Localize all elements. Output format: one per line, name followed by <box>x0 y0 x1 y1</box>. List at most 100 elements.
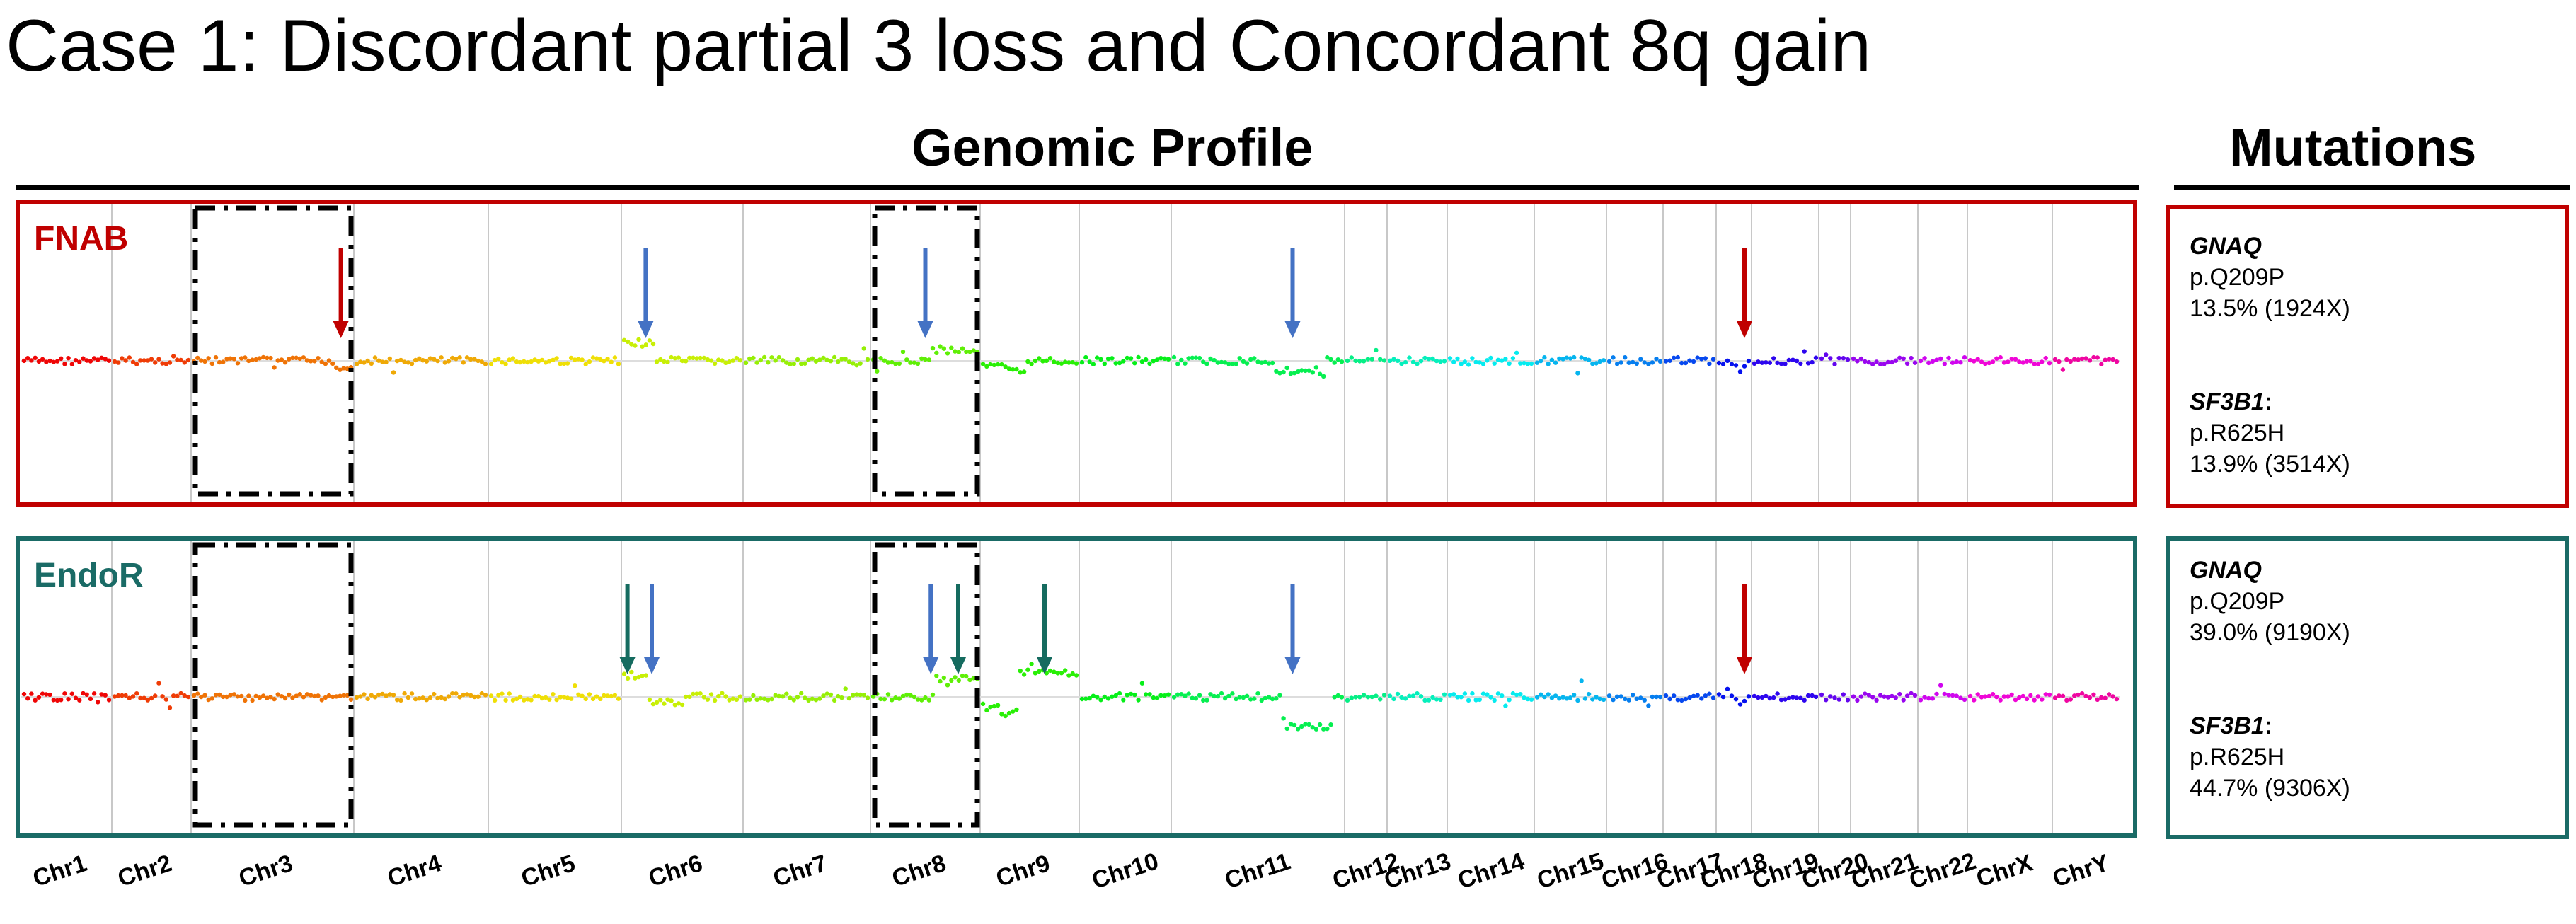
cn-point <box>529 698 534 703</box>
cn-point <box>1328 722 1333 727</box>
cn-point <box>1263 359 1268 365</box>
cn-point <box>149 357 154 362</box>
cn-point <box>1434 358 1439 364</box>
cn-point <box>605 357 610 362</box>
cn-point <box>1546 692 1551 697</box>
cn-point <box>130 694 136 699</box>
cn-point <box>1601 358 1606 363</box>
endor-points-chr8 <box>870 673 980 703</box>
cn-point <box>1890 693 1894 699</box>
cn-point <box>1378 357 1383 362</box>
cn-point <box>821 693 826 698</box>
cn-point <box>1510 691 1516 696</box>
cn-point <box>1006 710 1012 716</box>
cn-point <box>420 358 425 363</box>
cn-point <box>178 357 183 363</box>
cn-point <box>1813 355 1819 360</box>
cn-point <box>395 358 400 364</box>
cn-point <box>1259 360 1264 365</box>
endor-sf3b1-block: SF3B1: p.R625H 44.7% (9306X) <box>2190 710 2350 804</box>
cn-point <box>345 693 350 698</box>
cn-point <box>1525 362 1530 366</box>
cn-point <box>1756 359 1761 364</box>
cn-point <box>1237 356 1242 361</box>
cn-point <box>1132 692 1137 698</box>
cn-point <box>1786 695 1792 701</box>
cn-point <box>1365 357 1371 362</box>
cn-point <box>734 355 740 361</box>
cn-point <box>2072 357 2077 362</box>
cn-point <box>167 705 173 710</box>
cn-point <box>2095 355 2100 360</box>
cn-point <box>116 693 121 698</box>
cn-point <box>1975 692 1980 697</box>
cn-point <box>824 357 829 362</box>
cn-point <box>1098 698 1103 703</box>
cn-point <box>602 693 606 698</box>
cn-point <box>268 695 273 700</box>
cn-point <box>705 357 711 362</box>
cn-point <box>435 695 440 701</box>
cn-point <box>1292 371 1297 376</box>
cn-point <box>956 678 962 683</box>
cn-point <box>1634 361 1639 366</box>
cn-point <box>1549 695 1555 700</box>
cn-point <box>206 356 211 361</box>
cn-point <box>861 346 867 351</box>
cn-point <box>182 360 187 365</box>
cn-point <box>1154 357 1160 362</box>
cn-point <box>743 698 749 703</box>
cn-point <box>1752 693 1757 699</box>
cn-point <box>106 698 112 703</box>
cn-point <box>1922 356 1927 361</box>
cn-point <box>1794 695 1799 700</box>
cn-point <box>235 694 241 699</box>
mutations-header: Mutations <box>2229 118 2477 177</box>
cn-point <box>1654 694 1659 700</box>
cn-point <box>1011 709 1016 714</box>
cn-point <box>1442 359 1447 364</box>
cn-point <box>984 364 989 369</box>
cn-point <box>1144 357 1149 362</box>
cn-point <box>2020 360 2025 365</box>
endor-points-chr18 <box>1716 686 1752 707</box>
cn-point <box>153 693 158 698</box>
cn-point <box>1802 698 1807 703</box>
cn-point <box>73 358 79 363</box>
cn-point <box>919 356 924 361</box>
cn-point <box>1667 358 1672 363</box>
fnab-gnaq-vaf: 13.5% (1924X) <box>2190 295 2350 323</box>
cn-point <box>25 356 30 361</box>
cn-point <box>1066 360 1071 365</box>
cn-point <box>1029 662 1034 666</box>
cn-point <box>21 358 27 364</box>
cn-point <box>1480 691 1486 696</box>
fnab-points-chr17 <box>1663 354 1716 366</box>
cn-point <box>1912 360 1918 365</box>
cn-point <box>2106 692 2112 697</box>
cn-point <box>1365 695 1371 700</box>
cn-point <box>1930 359 1936 364</box>
cn-point <box>1930 696 1936 701</box>
cn-point <box>1313 727 1319 732</box>
cn-point <box>260 354 266 360</box>
fnab-points-chr21 <box>1851 355 1918 366</box>
cn-point <box>587 692 592 697</box>
cn-point <box>754 360 759 365</box>
cn-point <box>1836 355 1841 361</box>
cn-point <box>492 357 498 363</box>
cn-point <box>84 692 89 697</box>
cn-point <box>1190 695 1195 700</box>
endor-points-chry <box>2052 691 2120 703</box>
cn-point <box>547 697 552 702</box>
cn-point <box>953 675 958 680</box>
cn-point <box>1410 359 1416 364</box>
cn-point <box>345 366 350 371</box>
cn-point <box>1764 693 1769 699</box>
fnab-panel <box>16 200 2137 507</box>
fnab-arrowhead-blue <box>917 321 933 338</box>
cn-point <box>1819 356 1824 361</box>
cn-point <box>1564 696 1569 701</box>
cn-point <box>698 691 703 696</box>
cn-point <box>2068 697 2073 702</box>
